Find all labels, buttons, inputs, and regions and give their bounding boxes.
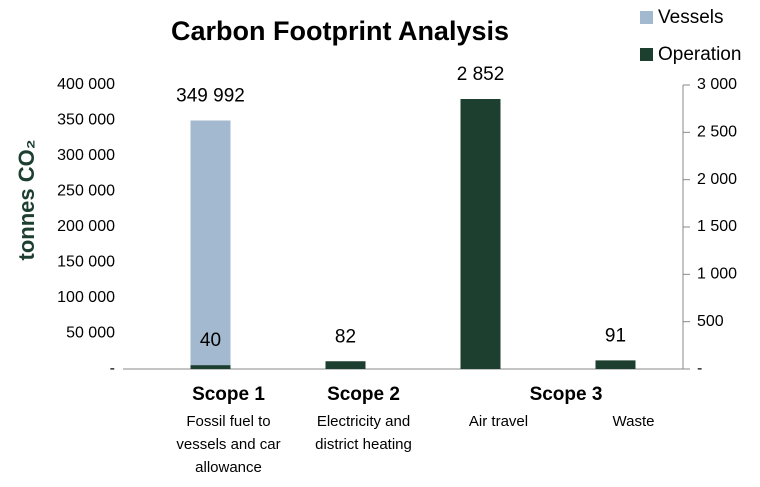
y-tick-label: - [110, 360, 115, 377]
y2-tick-label: - [697, 360, 702, 377]
y-tick-label: 150 000 [57, 254, 115, 271]
y2-tick-label: 2 000 [697, 171, 737, 188]
y2-tick-label: 3 000 [697, 76, 737, 93]
legend-swatch [640, 11, 653, 24]
bar [325, 361, 366, 369]
bar [190, 120, 231, 369]
x-tick-label: Fossil fuel to vessels and car allowance [176, 413, 281, 476]
y2-tick-label: 1 500 [697, 218, 737, 235]
y-tick-label: 300 000 [57, 147, 115, 164]
y-tick-label: 100 000 [57, 289, 115, 306]
bar [190, 365, 231, 369]
y-tick-label: 50 000 [66, 325, 115, 342]
y-tick-label: 400 000 [57, 76, 115, 93]
bar [460, 99, 501, 369]
y2-tick-label: 500 [697, 313, 724, 330]
chart-title: Carbon Footprint Analysis [171, 16, 509, 46]
value-label: 40 [200, 330, 221, 351]
value-label: 2 852 [457, 64, 505, 85]
y-tick-label: 200 000 [57, 218, 115, 235]
group-label: Scope 2 [327, 384, 400, 405]
y2-tick-label: 1 000 [697, 266, 737, 283]
group-label: Scope 3 [529, 384, 603, 405]
y2-tick-label: 2 500 [697, 124, 737, 141]
y-tick-label: 250 000 [57, 183, 115, 200]
y-axis-label: tonnes CO₂ [14, 140, 39, 261]
x-tick-label: Electricity and district heating [315, 413, 412, 453]
value-label: 91 [605, 325, 626, 346]
value-label: 82 [335, 326, 356, 347]
x-tick-label: Waste [612, 413, 655, 430]
x-tick-label: Air travel [468, 413, 529, 430]
group-label: Scope 1 [192, 384, 265, 405]
legend-swatch [640, 48, 653, 61]
legend-label: Vessels [658, 7, 723, 28]
bar [595, 360, 636, 369]
y-tick-label: 350 000 [57, 112, 115, 129]
legend-label: Operation [658, 44, 741, 65]
value-label: 349 992 [176, 86, 245, 107]
